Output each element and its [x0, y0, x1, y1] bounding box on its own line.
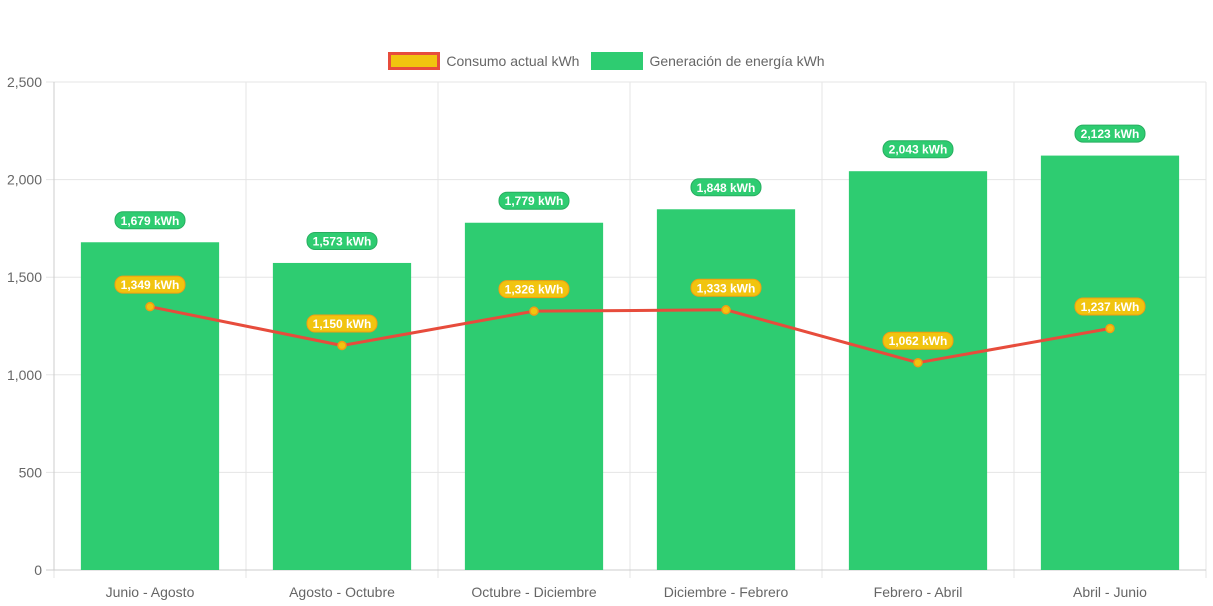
line-point [1105, 323, 1115, 334]
bar-data-label: 2,043 kWh [882, 140, 954, 159]
line-data-label: 1,326 kWh [498, 280, 570, 299]
line-data-label-bg [114, 275, 186, 294]
bar-data-label-bg [498, 191, 570, 210]
line-point [337, 340, 347, 351]
line-data-label: 1,062 kWh [882, 331, 954, 350]
line-series-consumo [149, 305, 1111, 365]
line-data-label-bg [1074, 297, 1146, 316]
bar-data-label-text: 2,123 kWh [1081, 127, 1140, 141]
bar-data-label: 1,779 kWh [498, 191, 570, 210]
bar-data-label: 1,848 kWh [690, 178, 762, 197]
bar-data-label-text: 1,573 kWh [313, 234, 372, 248]
legend-swatch-generacion [591, 52, 644, 70]
x-tick-label: Octubre - Diciembre [471, 584, 596, 600]
line-data-label: 1,150 kWh [306, 314, 378, 333]
legend-label-consumo: Consumo actual kWh [446, 53, 580, 69]
bar [464, 222, 604, 570]
bar-data-label-bg [1074, 124, 1146, 143]
line-data-label-bg [690, 278, 762, 297]
bar [272, 262, 412, 570]
bar-data-label-bg [306, 231, 378, 250]
bar-data-label-bg [882, 140, 954, 159]
legend: Consumo actual kWh Generación de energía… [0, 52, 1213, 70]
x-tick-label: Febrero - Abril [874, 584, 963, 600]
bar [1040, 155, 1180, 570]
line-data-label: 1,237 kWh [1074, 297, 1146, 316]
bar-data-label-text: 1,679 kWh [121, 214, 180, 228]
legend-label-generacion: Generación de energía kWh [649, 53, 825, 69]
line-data-label-text: 1,062 kWh [889, 334, 948, 348]
bar-data-label: 1,573 kWh [306, 231, 378, 250]
line-data-label-bg [498, 280, 570, 299]
bar [80, 242, 220, 570]
line-point [913, 357, 923, 368]
line-data-label-bg [882, 331, 954, 350]
y-tick-label: 0 [34, 562, 42, 578]
y-tick-label: 1,500 [7, 269, 42, 285]
line-data-label-text: 1,150 kWh [313, 317, 372, 331]
bar-data-label: 2,123 kWh [1074, 124, 1146, 143]
line-data-label: 1,349 kWh [114, 275, 186, 294]
x-tick-label: Agosto - Octubre [289, 584, 395, 600]
bar-data-label-text: 2,043 kWh [889, 143, 948, 157]
bar-data-label-text: 1,848 kWh [697, 181, 756, 195]
line-data-label-text: 1,326 kWh [505, 283, 564, 297]
x-tick-label: Diciembre - Febrero [664, 584, 789, 600]
line-data-label-text: 1,237 kWh [1081, 300, 1140, 314]
line-data-label-text: 1,349 kWh [121, 278, 180, 292]
bar-data-label-bg [690, 178, 762, 197]
y-tick-label: 2,500 [7, 74, 42, 90]
bar [656, 209, 796, 571]
bar-data-label: 1,679 kWh [114, 211, 186, 230]
bar-data-label-bg [114, 211, 186, 230]
line-point [145, 301, 155, 312]
x-tick-label: Abril - Junio [1073, 584, 1147, 600]
line-point [529, 306, 539, 316]
x-tick-label: Junio - Agosto [106, 584, 195, 600]
legend-swatch-consumo [388, 52, 441, 70]
line-data-label: 1,333 kWh [690, 278, 762, 297]
y-tick-label: 2,000 [7, 172, 42, 188]
legend-item-generacion[interactable]: Generación de energía kWh [591, 52, 825, 70]
line-point [721, 305, 731, 315]
line-data-label-text: 1,333 kWh [697, 281, 756, 295]
line-data-label-bg [306, 314, 378, 333]
bar-data-label-text: 1,779 kWh [505, 194, 564, 208]
y-tick-label: 500 [19, 464, 43, 480]
y-tick-label: 1,000 [7, 367, 42, 383]
bar [848, 171, 988, 570]
legend-item-consumo[interactable]: Consumo actual kWh [388, 52, 579, 70]
